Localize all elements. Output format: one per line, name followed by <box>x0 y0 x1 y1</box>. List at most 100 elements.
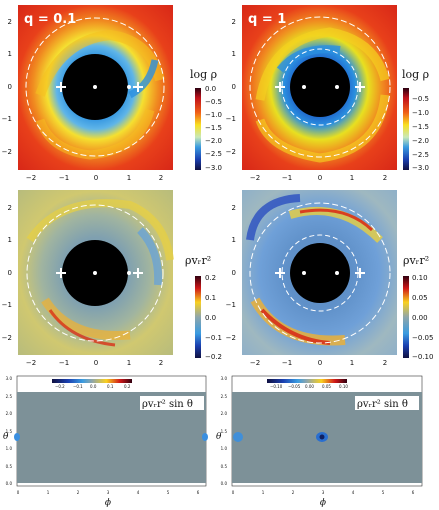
p4-xtick: 2 <box>383 359 387 367</box>
cb4-title: ρvᵣr² <box>403 254 429 267</box>
p1-yticks: 2 1 0 −1 −2 <box>2 18 12 156</box>
bl-ytick: 2.0 <box>6 411 13 416</box>
p4-ytick: 2 <box>232 204 236 212</box>
bl-xtick: 2 <box>77 490 80 495</box>
panel-q01-flux: −2 −1 0 1 2 2 1 0 −1 −2 <box>2 190 174 367</box>
p2-xtick: −2 <box>250 174 260 182</box>
cb4-tick: −0.10 <box>412 353 433 361</box>
p3-ytick: 1 <box>8 236 12 244</box>
p3-xtick: 2 <box>159 359 163 367</box>
panel-label-q01: q = 0.1 <box>24 12 76 27</box>
p1-ytick: 0 <box>8 83 12 91</box>
p1-xtick: 0 <box>94 174 98 182</box>
br-ytick: 2.5 <box>221 394 228 399</box>
br-ytick: 0.5 <box>221 464 228 469</box>
colorbar-3: ρvᵣr² 0.2 0.1 0.0 −0.1 −0.2 <box>185 254 222 361</box>
cb2-tick: −2.5 <box>412 151 429 159</box>
bl-ytick: 3.0 <box>6 376 13 381</box>
cb2-tick: −0.5 <box>412 95 429 103</box>
br-xtick: 4 <box>352 490 355 495</box>
p2-ytick: 2 <box>232 18 236 26</box>
p2-xtick: −1 <box>282 174 292 182</box>
bl-ytick: 1.0 <box>6 446 13 451</box>
br-cb-tick: −0.05 <box>288 384 301 389</box>
br-xtick: 0 <box>232 490 235 495</box>
br-xticks: 0 1 2 3 4 5 6 <box>232 490 415 495</box>
p2-ytick: −1 <box>226 115 236 123</box>
cb4-tick: 0.00 <box>412 314 428 322</box>
colorbar-2: log ρ −0.5 −1.0 −1.5 −2.0 −2.5 −3.0 <box>402 68 429 172</box>
p4-xtick: 1 <box>350 359 354 367</box>
bottom-left-map: −0.2 −0.1 0.0 0.1 0.2 ρvᵣr² sin θ 3.0 2.… <box>3 375 208 508</box>
p3-xtick: −2 <box>26 359 36 367</box>
br-xtick: 1 <box>262 490 265 495</box>
bl-cb-tick: 0.2 <box>124 384 131 389</box>
cb1-tick: 0.0 <box>205 85 216 93</box>
bl-yticks: 3.0 2.5 2.0 1.5 1.0 0.5 0.0 <box>6 376 13 486</box>
bl-cb-tick: −0.2 <box>55 384 65 389</box>
bl-cb-tick: −0.1 <box>73 384 83 389</box>
p3-xtick: 0 <box>94 359 98 367</box>
bl-xtick: 3 <box>107 490 110 495</box>
br-xtick: 2 <box>292 490 295 495</box>
bl-xlabel: ϕ <box>105 498 111 508</box>
cb1-tick: −3.0 <box>205 164 222 172</box>
p1-xtick: −2 <box>26 174 36 182</box>
p4-xticks: −2 −1 0 1 2 <box>250 359 387 367</box>
cb2-tick: −1.0 <box>412 109 429 117</box>
p3-ytick: 2 <box>8 204 12 212</box>
br-ylabel: θ <box>216 432 222 442</box>
p3-ytick: −2 <box>2 334 12 342</box>
cb3-tick: 0.0 <box>205 314 216 322</box>
br-cb-tick: 0.10 <box>339 384 348 389</box>
colorbar-4: ρvᵣr² 0.10 0.05 0.00 −0.05 −0.10 <box>403 254 433 361</box>
p3-yticks: 2 1 0 −1 −2 <box>2 204 12 342</box>
cb2-tick: −2.0 <box>412 137 429 145</box>
br-cb-tick: 0.00 <box>305 384 314 389</box>
p4-ytick: −2 <box>226 334 236 342</box>
p4-yticks: 2 1 0 −1 −2 <box>226 204 236 342</box>
bl-xtick: 5 <box>167 490 170 495</box>
br-ytick: 1.0 <box>221 446 228 451</box>
panel-q1-flux: −2 −1 0 1 2 2 1 0 −1 −2 <box>226 190 397 367</box>
cb4-tick: 0.10 <box>412 274 428 282</box>
cb1-title: log ρ <box>190 68 217 81</box>
p2-xtick: 1 <box>350 174 354 182</box>
cb1-tick: −2.5 <box>205 150 222 158</box>
p1-xtick: 1 <box>127 174 131 182</box>
cb2-tick: −1.5 <box>412 123 429 131</box>
p2-xtick: 0 <box>318 174 322 182</box>
p3-xtick: −1 <box>59 359 69 367</box>
p1-xtick: −1 <box>59 174 69 182</box>
bl-cb-tick: 0.0 <box>90 384 97 389</box>
br-xtick: 6 <box>412 490 415 495</box>
panel-q1-density: q = 1 −2 −1 0 1 2 2 1 0 −1 −2 <box>226 5 397 182</box>
panel-q01-density: q = 0.1 −2 −1 0 1 2 2 1 0 −1 −2 <box>2 5 173 182</box>
br-cb-tick: −0.10 <box>270 384 283 389</box>
p4-xtick: 0 <box>318 359 322 367</box>
bl-ytick: 0.0 <box>6 481 13 486</box>
p2-yticks: 2 1 0 −1 −2 <box>226 18 236 156</box>
p3-xtick: 1 <box>127 359 131 367</box>
cb3-title: ρvᵣr² <box>185 254 211 267</box>
bl-ytick: 2.5 <box>6 394 13 399</box>
bl-xtick: 4 <box>137 490 140 495</box>
p3-ytick: −1 <box>2 301 12 309</box>
p4-xtick: −2 <box>250 359 260 367</box>
p2-xtick: 2 <box>383 174 387 182</box>
br-cb-tick: 0.05 <box>322 384 331 389</box>
cb3-tick: −0.2 <box>205 353 222 361</box>
p1-ytick: 2 <box>8 18 12 26</box>
bottom-right-map: −0.10 −0.05 0.00 0.05 0.10 ρvᵣr² sin θ 3… <box>216 375 423 508</box>
br-xtick: 5 <box>382 490 385 495</box>
p3-xticks: −2 −1 0 1 2 <box>26 359 163 367</box>
p3-ytick: 0 <box>8 269 12 277</box>
cb1-tick: −1.5 <box>205 124 222 132</box>
bl-ytick: 1.5 <box>6 429 13 434</box>
br-yticks: 3.0 2.5 2.0 1.5 1.0 0.5 0.0 <box>221 376 228 486</box>
colorbar-1: log ρ 0.0 −0.5 −1.0 −1.5 −2.0 −2.5 −3.0 <box>190 68 222 172</box>
bl-xtick: 1 <box>47 490 50 495</box>
bl-ylabel: θ <box>3 432 9 442</box>
br-xtick: 3 <box>322 490 325 495</box>
